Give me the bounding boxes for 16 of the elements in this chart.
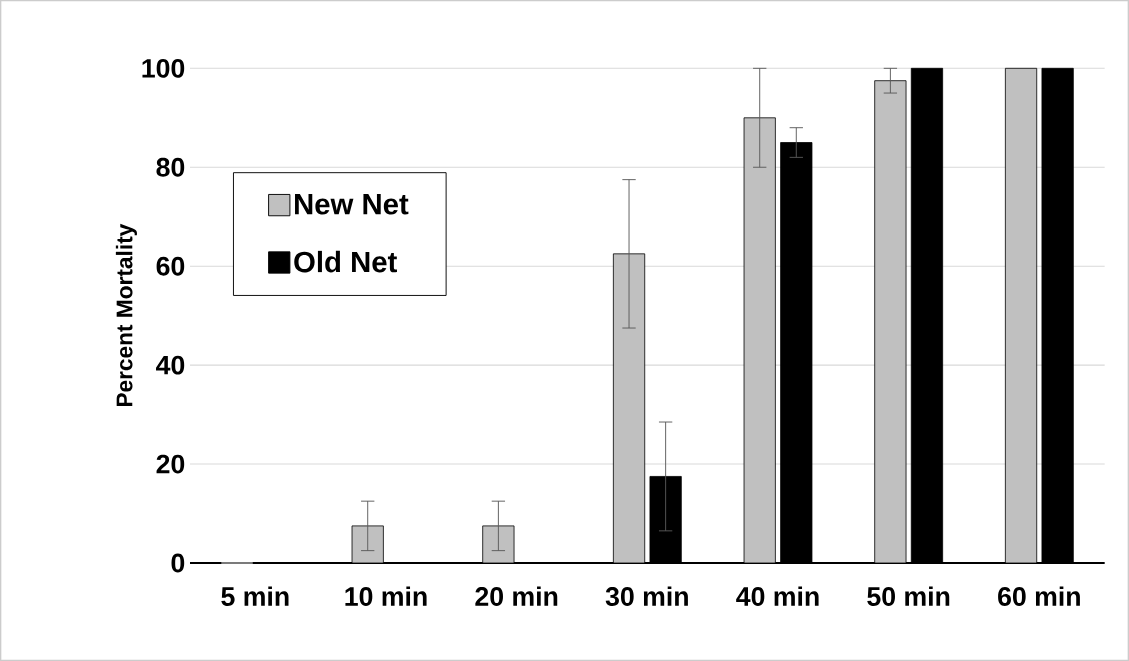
x-tick-label: 30 min (605, 586, 688, 606)
legend-label: Old Net (294, 250, 397, 273)
y-tick-label: 100 (142, 58, 185, 78)
y-tick-label: 80 (156, 157, 185, 177)
x-tick-label: 60 min (998, 586, 1080, 606)
x-tick-label: 5 min (221, 586, 289, 606)
x-tick-label: 20 min (475, 586, 558, 606)
y-tick-label: 60 (156, 256, 185, 276)
x-tick-label: 40 min (736, 586, 819, 606)
y-tick-label: 20 (156, 454, 185, 474)
y-tick-label: 0 (171, 553, 185, 573)
y-axis-title: Percent Mortality (115, 223, 137, 407)
x-tick-label: 50 min (867, 586, 950, 606)
x-tick-label: 10 min (345, 586, 427, 606)
legend-label: New Net (295, 194, 409, 215)
y-tick-label: 40 (156, 355, 185, 375)
